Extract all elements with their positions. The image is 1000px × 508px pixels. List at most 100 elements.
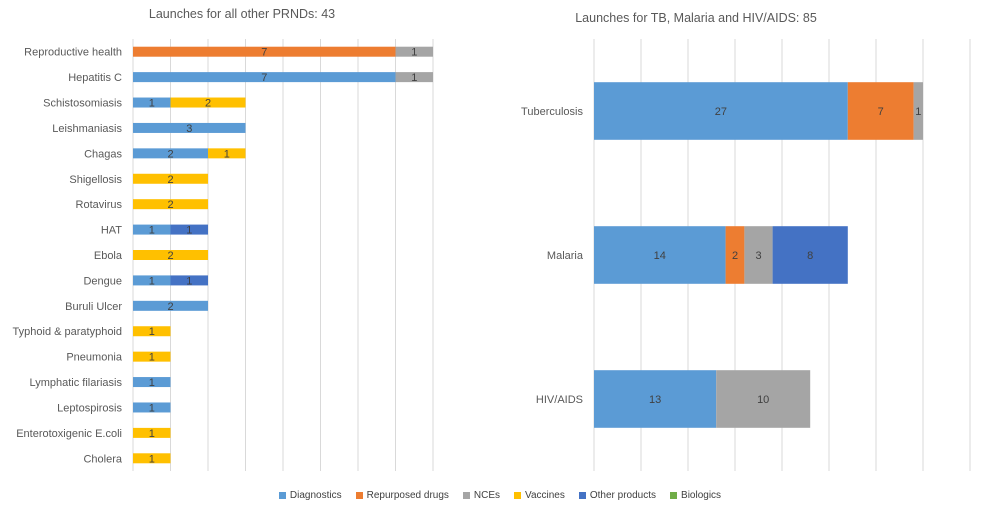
category-label: Reproductive health — [24, 47, 122, 59]
data-label: 10 — [757, 394, 769, 406]
bar-segment-vaccines — [133, 173, 208, 184]
data-label: 1 — [149, 326, 155, 338]
bar-segment-nces — [716, 370, 811, 428]
data-label: 2 — [167, 301, 173, 313]
legend-item: Vaccines — [514, 490, 565, 501]
data-label: 1 — [411, 72, 417, 84]
data-label: 3 — [186, 123, 192, 135]
bar-segment-diagnostics — [133, 148, 208, 159]
bar-segment-nces — [913, 82, 923, 140]
bar-segment-vaccines — [170, 97, 246, 108]
category-label: Buruli Ulcer — [65, 301, 122, 313]
bar-segment-repurposed-drugs — [133, 46, 396, 57]
bar-segment-diagnostics — [133, 72, 396, 83]
bar-segment-diagnostics — [594, 226, 726, 284]
data-label: 1 — [224, 148, 230, 160]
data-label: 1 — [149, 453, 155, 465]
category-label: Malaria — [547, 250, 584, 262]
data-label: 1 — [186, 225, 192, 237]
bar-segment-diagnostics — [133, 122, 246, 133]
legend-swatch — [462, 491, 470, 499]
legend-item: Repurposed drugs — [355, 489, 449, 501]
category-label: Schistosomiasis — [43, 98, 122, 110]
category-label: Pneumonia — [66, 352, 123, 364]
category-label: Lymphatic filariasis — [29, 377, 122, 389]
data-label: 1 — [411, 47, 417, 59]
legend-swatch — [670, 491, 678, 499]
category-label: HAT — [101, 225, 122, 237]
legend-item: NCEs — [462, 489, 501, 501]
category-label: Leishmaniasis — [52, 123, 122, 135]
data-label: 1 — [149, 225, 155, 237]
bar-segment-other-products — [170, 224, 208, 235]
chart-title: Launches for TB, Malaria and HIV/AIDS: 8… — [575, 11, 817, 25]
category-label: Rotavirus — [76, 199, 123, 211]
bar-segment-other-products — [772, 226, 848, 284]
bar-segment-diagnostics — [133, 300, 208, 311]
category-label: Tuberculosis — [521, 106, 583, 118]
bar-segment-vaccines — [133, 351, 171, 362]
category-label: Cholera — [83, 453, 122, 465]
data-label: 2 — [732, 250, 738, 262]
data-label: 2 — [167, 148, 173, 160]
bar-segment-nces — [744, 226, 773, 284]
data-label: 2 — [167, 174, 173, 186]
legend-item: Biologics — [670, 490, 721, 501]
data-label: 1 — [186, 275, 192, 287]
chart-legend: Diagnostics Repurposed drugs NCEs Vaccines O… — [0, 487, 1000, 503]
bar-segment-diagnostics — [133, 275, 171, 286]
legend-label: Repurposed drugs — [366, 489, 449, 501]
category-label: Shigellosis — [69, 174, 122, 186]
legend-item: Other products — [578, 489, 657, 501]
bar-segment-vaccines — [208, 148, 246, 159]
legend-swatch — [278, 491, 286, 499]
data-label: 1 — [149, 402, 155, 414]
data-label: 1 — [149, 98, 155, 110]
data-label: 8 — [807, 250, 813, 262]
legend-label: Other products — [589, 489, 657, 501]
data-label: 1 — [149, 275, 155, 287]
data-label: 14 — [654, 250, 666, 262]
bar-segment-repurposed-drugs — [847, 82, 914, 140]
data-label: 2 — [167, 250, 173, 262]
bar-segment-diagnostics — [133, 402, 171, 413]
category-label: Typhoid & paratyphoid — [13, 326, 122, 338]
bar-segment-vaccines — [133, 427, 171, 438]
bar-segment-vaccines — [133, 250, 208, 260]
bar-segment-diagnostics — [133, 377, 171, 388]
data-label: 1 — [149, 428, 155, 440]
bar-segment-vaccines — [133, 453, 171, 464]
category-label: Chagas — [84, 148, 122, 160]
bar-segment-nces — [395, 72, 433, 83]
bar-segment-other-products — [170, 275, 208, 286]
data-label: 1 — [149, 377, 155, 389]
data-label: 3 — [755, 250, 761, 262]
bar-segment-diagnostics — [594, 370, 717, 428]
legend-label: NCEs — [473, 489, 501, 501]
bar-segment-vaccines — [133, 199, 208, 210]
bar-segment-diagnostics — [594, 82, 848, 140]
legend-label: Vaccines — [525, 489, 565, 501]
bar-segment-repurposed-drugs — [725, 226, 745, 284]
data-label: 7 — [878, 106, 884, 118]
chart-title: Launches for all other PRNDs: 43 — [149, 7, 335, 21]
legend-swatch — [514, 491, 522, 499]
bar-segment-diagnostics — [133, 224, 171, 235]
bar-segment-nces — [395, 46, 433, 57]
data-label: 2 — [167, 199, 173, 211]
category-label: HIV/AIDS — [536, 394, 583, 406]
bar-segment-diagnostics — [133, 97, 171, 108]
data-label: 27 — [715, 106, 727, 118]
data-label: 1 — [149, 352, 155, 364]
legend-item: Diagnostics — [278, 489, 342, 501]
data-label: 7 — [261, 47, 267, 59]
data-label: 1 — [915, 106, 921, 118]
category-label: Dengue — [83, 275, 122, 287]
category-label: Leptospirosis — [57, 402, 122, 414]
category-label: Ebola — [94, 250, 123, 262]
legend-label: Diagnostics — [289, 489, 342, 501]
bar-segment-vaccines — [133, 326, 171, 337]
legend-swatch — [578, 491, 586, 499]
legend-swatch — [355, 491, 363, 499]
